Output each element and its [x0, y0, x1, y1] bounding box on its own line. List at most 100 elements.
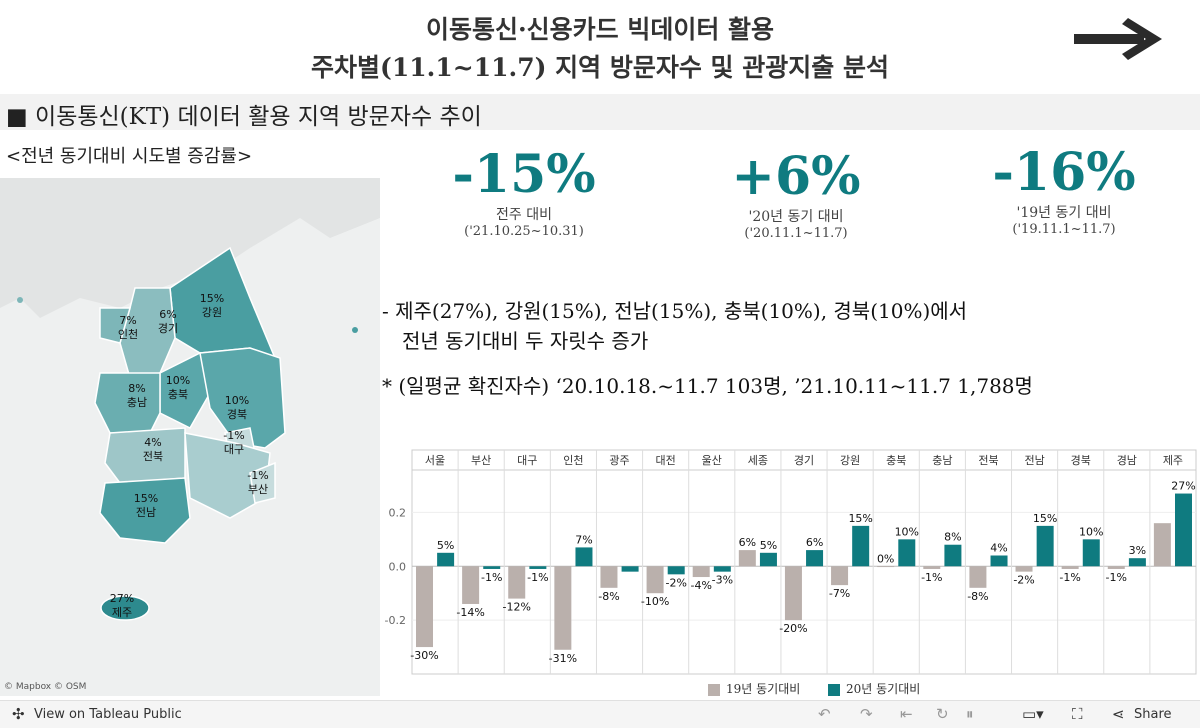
y-tick-label: -0.2	[385, 614, 406, 627]
bar-20	[1175, 493, 1192, 567]
map-label-name: 충북	[168, 388, 188, 401]
view-on-tableau-link[interactable]: View on Tableau Public	[34, 707, 182, 722]
data-label: 5%	[760, 539, 777, 552]
bar-20	[898, 539, 916, 567]
category-label: 충북	[886, 454, 906, 467]
data-label: -12%	[503, 601, 531, 614]
data-label: -1%	[1106, 571, 1127, 584]
data-label: 15%	[1033, 512, 1057, 525]
data-label: -10%	[641, 595, 669, 608]
map-label-value: 10%	[225, 394, 249, 407]
category-label: 대전	[656, 454, 676, 467]
map-label-value: 7%	[119, 314, 136, 327]
data-label: -8%	[967, 590, 988, 603]
category-label: 울산	[702, 454, 722, 467]
kpi-label: '20년 동기 대비	[748, 209, 844, 225]
bar-19	[784, 566, 802, 621]
choropleth-map[interactable]: 15% 강원 6% 경기 7% 인천 10% 충북 8% 충남 10% 경북 -…	[0, 178, 380, 696]
data-label: 7%	[575, 533, 592, 546]
next-arrow-icon[interactable]	[1072, 16, 1164, 62]
bar-20	[437, 552, 455, 567]
share-icon[interactable]: ⋖	[1112, 705, 1125, 723]
bar-19	[508, 566, 526, 599]
bar-19	[600, 566, 618, 588]
map-label-value: 15%	[134, 492, 158, 505]
category-label: 세종	[748, 454, 768, 467]
bar-20	[944, 544, 962, 567]
y-tick-label: 0.2	[389, 506, 407, 519]
kpi-value: +6%	[731, 146, 861, 207]
bar-19	[1015, 566, 1033, 572]
bar-20	[575, 547, 593, 567]
revert-icon[interactable]: ⇤	[900, 705, 913, 723]
category-label: 경북	[1071, 454, 1091, 467]
bar-19	[877, 566, 895, 568]
y-tick-label: 0.0	[389, 560, 407, 573]
page-title-line1: 이동통신·신용카드 빅데이터 활용	[425, 15, 775, 44]
section-title: ■ 이동통신(KT) 데이터 활용 지역 방문자수 추이	[6, 104, 482, 130]
kpi-value: -15%	[452, 144, 596, 205]
bar-19	[1061, 566, 1079, 569]
section-header: ■ 이동통신(KT) 데이터 활용 지역 방문자수 추이	[0, 94, 1200, 130]
redo-icon[interactable]: ↷	[860, 705, 873, 723]
region-incheon[interactable]	[99, 307, 131, 344]
kpi-period: ('19.11.1~11.7)	[1012, 222, 1116, 237]
legend-swatch	[708, 683, 720, 696]
category-label: 강원	[840, 454, 860, 467]
region-jeonnam[interactable]	[99, 477, 191, 544]
bar-20	[990, 555, 1008, 567]
map-label-name: 부산	[248, 483, 268, 496]
bar-19	[1153, 523, 1171, 567]
fullscreen-icon[interactable]: ⛶	[1072, 705, 1083, 723]
tableau-footer: ✣ View on Tableau Public ↶ ↷ ⇤ ↻ ⏸ ▭▾ ⛶ …	[0, 700, 1200, 728]
device-preview-icon[interactable]: ▭▾	[1022, 705, 1044, 723]
data-label: -14%	[456, 606, 484, 619]
region-busan[interactable]	[249, 461, 276, 504]
bar-20	[529, 566, 547, 569]
map-label-name: 강원	[202, 306, 222, 319]
bar-19	[738, 550, 756, 567]
title-block: 이동통신·신용카드 빅데이터 활용 주차별(11.1~11.7) 지역 방문자수…	[0, 0, 1200, 90]
data-label: -20%	[779, 622, 807, 635]
bar-19	[831, 566, 849, 586]
bar-chart[interactable]: 0.2 0.0 -0.2 서울 -30% 5% 부산 -14% -1% 대구 -12% -1% 인천 -3…	[380, 448, 1200, 698]
data-label: -8%	[598, 590, 619, 603]
kpi-2019: -16% '19년 동기 대비 ('19.11.1~11.7)	[944, 144, 1184, 238]
region-jeju[interactable]	[100, 595, 150, 621]
data-label: 10%	[1079, 525, 1103, 538]
kpi-label: 전주 대비	[496, 207, 552, 223]
pause-icon[interactable]: ⏸	[966, 705, 974, 723]
data-label: -7%	[829, 587, 850, 600]
category-label: 서울	[425, 454, 445, 467]
data-label: 3%	[1129, 544, 1146, 557]
data-label: -1%	[1059, 571, 1080, 584]
kpi-week: -15% 전주 대비 ('21.10.25~10.31)	[404, 144, 644, 240]
map-label-value: 8%	[128, 382, 145, 395]
data-label: -1%	[921, 571, 942, 584]
refresh-icon[interactable]: ↻	[936, 705, 949, 723]
map-label-name: 경북	[227, 408, 247, 421]
category-label: 광주	[609, 454, 629, 467]
bar-19	[969, 566, 987, 588]
category-label: 전북	[978, 454, 998, 467]
legend-label: 20년 동기대비	[846, 682, 921, 696]
bar-19	[646, 566, 664, 594]
category-label: 인천	[563, 453, 583, 467]
data-label: -4%	[690, 579, 711, 592]
share-button[interactable]: Share	[1134, 707, 1172, 722]
note-line2: 전년 동기대비 두 자릿수 증가	[402, 329, 649, 353]
bar-20	[713, 566, 731, 572]
bar-19	[1107, 566, 1125, 569]
note-line1: - 제주(27%), 강원(15%), 전남(15%), 충북(10%), 경북…	[382, 299, 968, 323]
data-label: 4%	[990, 541, 1007, 554]
category-label: 충남	[932, 454, 952, 467]
legend-label: 19년 동기대비	[726, 682, 801, 696]
bar-20	[1082, 539, 1100, 567]
undo-icon[interactable]: ↶	[818, 705, 831, 723]
map-label-value: -1%	[223, 429, 244, 442]
bar-19	[462, 566, 480, 604]
bar-20	[806, 550, 824, 567]
data-label: 8%	[944, 531, 961, 544]
data-label: -30%	[410, 649, 438, 662]
region-gyeongbuk[interactable]	[199, 347, 286, 449]
